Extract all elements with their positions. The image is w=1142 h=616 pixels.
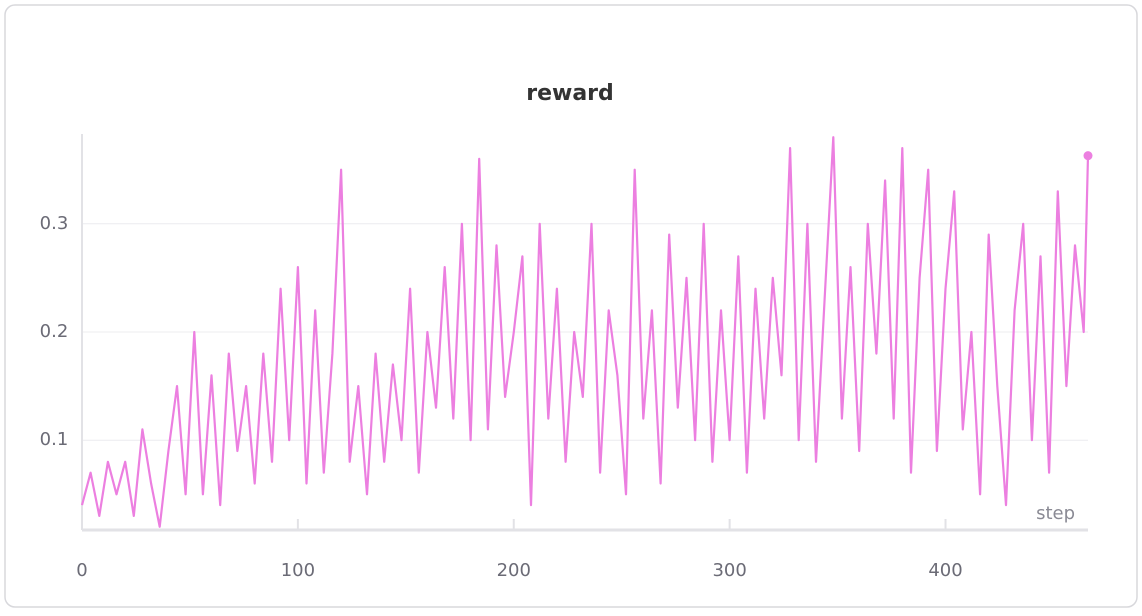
y-tick-label: 0.2 <box>40 321 69 342</box>
series-line <box>80 136 1090 528</box>
end-marker <box>1083 151 1093 161</box>
x-tick-label: 0 <box>76 560 87 581</box>
y-tick-label: 0.1 <box>40 429 69 450</box>
x-tick-label: 100 <box>281 560 315 581</box>
x-axis-label: step <box>1036 503 1075 524</box>
card <box>4 4 1138 608</box>
chart-title: reward <box>526 81 614 106</box>
x-tick-label: 300 <box>712 560 746 581</box>
x-tick-label: 200 <box>497 560 531 581</box>
y-tick-label: 0.3 <box>40 213 69 234</box>
x-tick-label: 400 <box>928 560 962 581</box>
